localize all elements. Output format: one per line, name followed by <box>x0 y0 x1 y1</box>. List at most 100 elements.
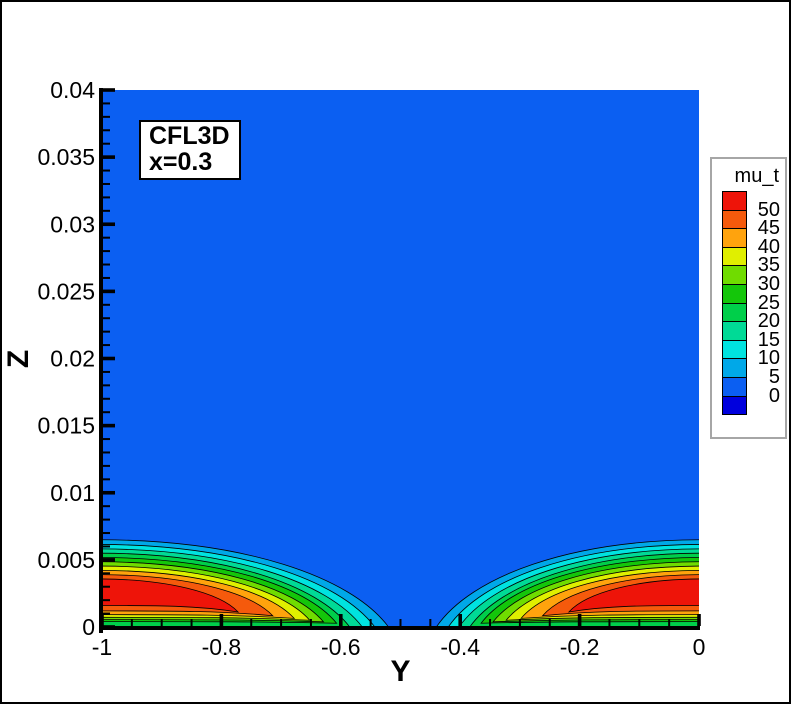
z-axis-line <box>99 88 103 633</box>
legend-level-label: 50 <box>757 198 780 221</box>
z-minor-tick <box>103 545 110 548</box>
legend-level-label: 15 <box>757 328 780 351</box>
z-minor-tick <box>103 438 110 441</box>
z-major-tick <box>103 423 115 428</box>
z-minor-tick <box>103 142 110 145</box>
z-tick-label: 0.01 <box>50 480 95 506</box>
z-minor-tick <box>103 263 110 266</box>
z-minor-tick <box>103 276 110 279</box>
z-axis-title: Z <box>2 349 36 369</box>
z-minor-tick <box>103 196 110 199</box>
z-minor-tick <box>103 572 110 575</box>
z-major-tick <box>103 625 115 629</box>
x-major-tick <box>339 614 343 626</box>
legend-title: mu_t <box>734 165 779 187</box>
legend-level-label: 20 <box>757 310 780 333</box>
x-minor-tick <box>489 619 492 626</box>
z-major-tick <box>103 88 115 92</box>
x-minor-tick <box>280 619 283 626</box>
z-minor-tick <box>103 330 110 333</box>
z-minor-tick <box>103 532 110 535</box>
z-minor-tick <box>103 182 110 185</box>
x-tick-label: -0.6 <box>321 634 361 660</box>
legend-level-label: 25 <box>757 291 780 314</box>
z-major-tick <box>103 356 115 361</box>
x-tick-label: -0.8 <box>202 634 242 660</box>
z-tick-label: 0.025 <box>37 278 95 304</box>
legend-level-label: 10 <box>757 347 780 370</box>
legend-level-label: 40 <box>757 235 780 258</box>
x-minor-tick <box>429 619 432 626</box>
z-tick-label: 0.03 <box>50 211 95 237</box>
x-major-tick <box>219 614 224 626</box>
legend-level-label: 0 <box>768 384 780 407</box>
z-minor-tick <box>103 236 110 239</box>
x-minor-tick <box>369 619 372 626</box>
x-major-tick <box>697 614 701 626</box>
x-minor-tick <box>309 619 312 626</box>
legend-level-label: 5 <box>768 366 780 388</box>
x-minor-tick <box>160 619 163 626</box>
z-minor-tick <box>103 129 110 132</box>
z-major-tick <box>103 222 115 227</box>
x-major-tick <box>458 614 462 626</box>
legend-level-label: 45 <box>757 217 780 240</box>
z-minor-tick <box>103 411 110 414</box>
x-minor-tick <box>638 619 641 626</box>
z-minor-tick <box>103 370 110 373</box>
x-major-tick <box>577 614 582 626</box>
z-minor-tick <box>103 518 110 521</box>
z-tick-label: 0.04 <box>50 77 95 103</box>
x-minor-tick <box>548 619 551 626</box>
z-minor-tick <box>103 478 110 481</box>
axis-tick-labels: 0 0.005 0.01 0.015 0.02 0.025 0.03 0.035 0.04 -1 -… <box>37 77 705 660</box>
z-minor-tick <box>103 397 110 400</box>
z-minor-tick <box>103 384 110 387</box>
contour-legend: mu_t 50 45 40 35 30 25 20 15 10 5 0 <box>710 157 787 439</box>
contour-band-right-wall-jet-ge50 <box>567 578 699 613</box>
z-minor-tick <box>103 505 110 508</box>
axis-ticks <box>100 88 701 629</box>
z-minor-tick <box>103 464 110 467</box>
z-minor-tick <box>103 209 110 212</box>
legend-level-label: 30 <box>757 273 780 295</box>
contour-bands <box>102 539 699 627</box>
x-minor-tick <box>190 619 193 626</box>
x-tick-label: 0 <box>693 634 706 660</box>
annotation-station-label: x=0.3 <box>149 148 213 176</box>
z-tick-label: 0 <box>82 614 95 640</box>
legend-swatch-11 <box>722 395 747 416</box>
annotation-box: CFL3D x=0.3 <box>139 120 241 180</box>
z-major-tick <box>103 490 115 495</box>
z-tick-label: 0.015 <box>37 413 95 439</box>
z-minor-tick <box>103 102 110 105</box>
z-minor-tick <box>103 303 110 306</box>
x-minor-tick <box>518 619 521 626</box>
x-axis-line <box>99 626 700 630</box>
z-tick-label: 0.005 <box>37 547 95 573</box>
z-minor-tick <box>103 585 110 588</box>
x-tick-label: -0.2 <box>560 634 600 660</box>
z-major-tick <box>103 558 115 562</box>
z-minor-tick <box>103 250 110 253</box>
contour-band-left-wall-jet-ge50 <box>102 578 240 613</box>
legend-level-label: 35 <box>757 254 780 277</box>
z-minor-tick <box>103 344 110 347</box>
z-minor-tick <box>103 451 110 454</box>
z-minor-tick <box>103 612 110 615</box>
z-major-tick <box>103 289 115 294</box>
annotation-solver-label: CFL3D <box>149 122 230 150</box>
y-axis-title: Y <box>390 655 411 688</box>
x-minor-tick <box>608 619 611 626</box>
z-tick-label: 0.035 <box>37 144 95 170</box>
x-minor-tick <box>130 619 133 626</box>
x-minor-tick <box>668 619 671 626</box>
x-minor-tick <box>250 619 253 626</box>
x-tick-label: -1 <box>92 634 112 660</box>
x-minor-tick <box>399 619 402 626</box>
x-tick-label: -0.4 <box>440 634 480 660</box>
z-minor-tick <box>103 317 110 320</box>
z-tick-label: 0.02 <box>50 346 95 372</box>
